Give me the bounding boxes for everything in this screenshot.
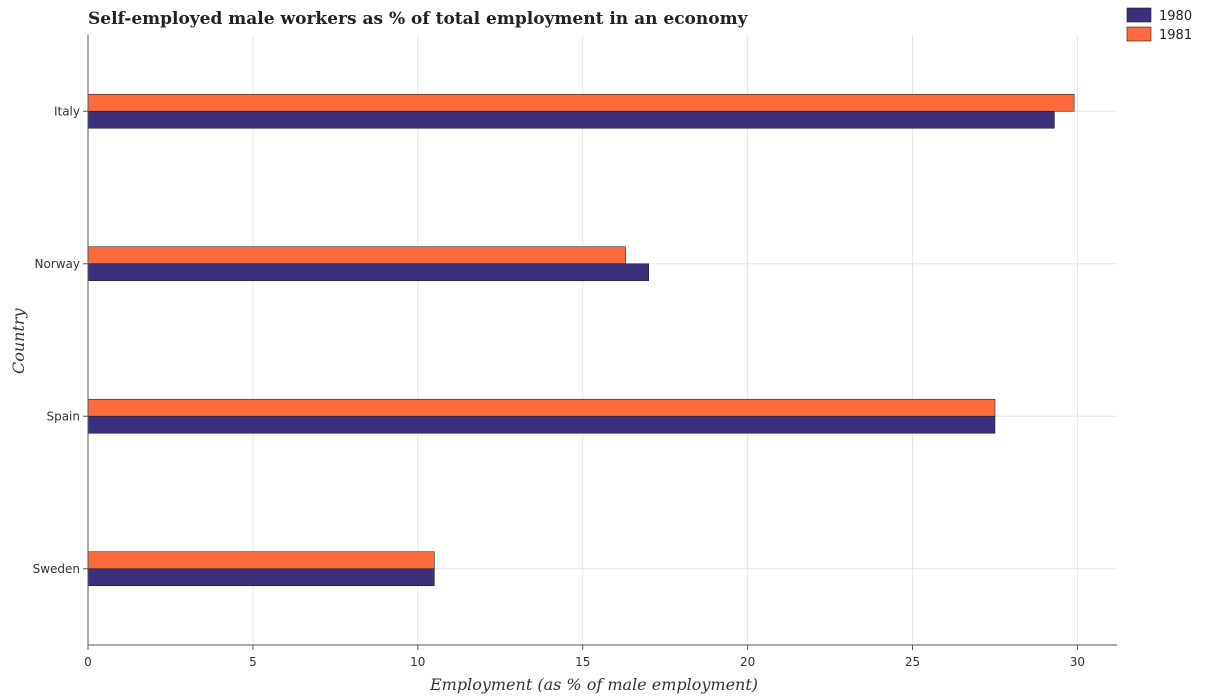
x-tick-label: 0	[84, 655, 92, 669]
bar-sweden-1980	[87, 568, 435, 587]
bars	[87, 93, 1075, 587]
legend-swatch-1981	[1126, 26, 1152, 42]
x-tick-label: 15	[575, 655, 590, 669]
y-ticks: Italy Norway Spain Sweden	[33, 104, 88, 576]
legend-swatch-1980	[1126, 7, 1152, 23]
y-tick-label: Spain	[46, 409, 80, 423]
bar-sweden-1981	[87, 551, 435, 570]
chart-title: Self-employed male workers as % of total…	[88, 9, 749, 29]
y-tick-label: Sweden	[33, 562, 80, 576]
y-tick-label: Norway	[34, 257, 80, 271]
x-tick-label: 20	[740, 655, 755, 669]
bar-spain-1980	[87, 415, 996, 434]
y-tick-label: Italy	[54, 104, 80, 118]
x-tick-label: 25	[905, 655, 920, 669]
bar-norway-1980	[87, 263, 649, 282]
bar-italy-1980	[87, 110, 1055, 129]
x-tick-label: 10	[410, 655, 425, 669]
legend: 1980 1981	[1126, 7, 1192, 43]
legend-label-1980: 1980	[1159, 9, 1192, 24]
x-tick-label: 30	[1070, 655, 1085, 669]
bar-norway-1981	[87, 246, 626, 265]
legend-label-1981: 1981	[1159, 28, 1192, 43]
bar-spain-1981	[87, 398, 996, 417]
bar-italy-1981	[87, 93, 1075, 112]
y-axis-label: Country	[9, 307, 28, 374]
x-ticks: 0 5 10 15 20 25 30	[84, 645, 1085, 669]
x-tick-label: 5	[249, 655, 257, 669]
x-axis-label: Employment (as % of male employment)	[429, 675, 758, 694]
